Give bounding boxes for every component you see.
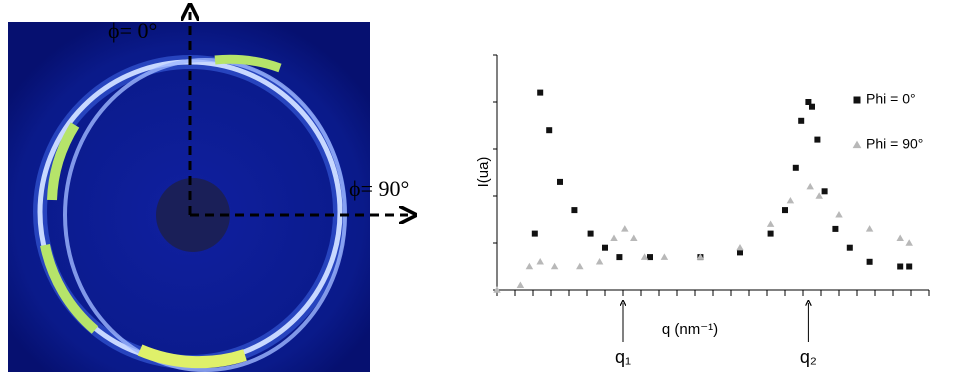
point [550, 262, 559, 270]
point [696, 253, 705, 260]
point [587, 230, 594, 237]
point [906, 263, 913, 270]
point [537, 89, 544, 96]
point [897, 263, 904, 270]
point [493, 286, 501, 293]
phi0-label: ϕ= 0° [108, 18, 157, 43]
point [640, 253, 649, 260]
point [516, 281, 525, 289]
point [546, 127, 553, 134]
point [866, 258, 873, 265]
point [557, 178, 563, 185]
annotation-label: q₁ [615, 347, 631, 367]
point [616, 254, 623, 261]
point [767, 230, 774, 237]
point [630, 234, 638, 242]
legend-label: Phi = 0° [866, 91, 916, 107]
diffraction-image [8, 12, 408, 372]
point [536, 258, 544, 265]
point [905, 239, 913, 246]
point [736, 243, 744, 251]
point [602, 244, 608, 251]
point [571, 207, 578, 214]
point [766, 220, 775, 227]
legend-marker [852, 140, 862, 149]
point [814, 136, 821, 143]
point [576, 262, 584, 270]
legend-marker [853, 96, 861, 104]
point [525, 262, 534, 270]
point [531, 230, 538, 237]
point [647, 254, 653, 261]
point [806, 182, 814, 190]
point [786, 196, 795, 204]
point [798, 117, 805, 124]
point [846, 244, 853, 251]
y-axis-title: I(ua) [475, 157, 492, 188]
point [835, 211, 843, 218]
point [621, 225, 629, 232]
point [832, 225, 839, 232]
phi90-label: ϕ= 90° [349, 176, 409, 201]
point [610, 234, 618, 242]
point [660, 253, 669, 260]
annotation-label: q₂ [800, 347, 817, 367]
point [737, 249, 743, 256]
point [815, 192, 823, 199]
point [595, 258, 604, 265]
point [896, 234, 904, 242]
x-axis-title: q (nm⁻¹) [662, 321, 718, 338]
point [809, 103, 815, 110]
point [805, 99, 812, 105]
legend-label: Phi = 90° [866, 136, 923, 152]
point [821, 188, 828, 195]
point [865, 225, 874, 232]
point [792, 164, 799, 171]
point [782, 207, 788, 214]
